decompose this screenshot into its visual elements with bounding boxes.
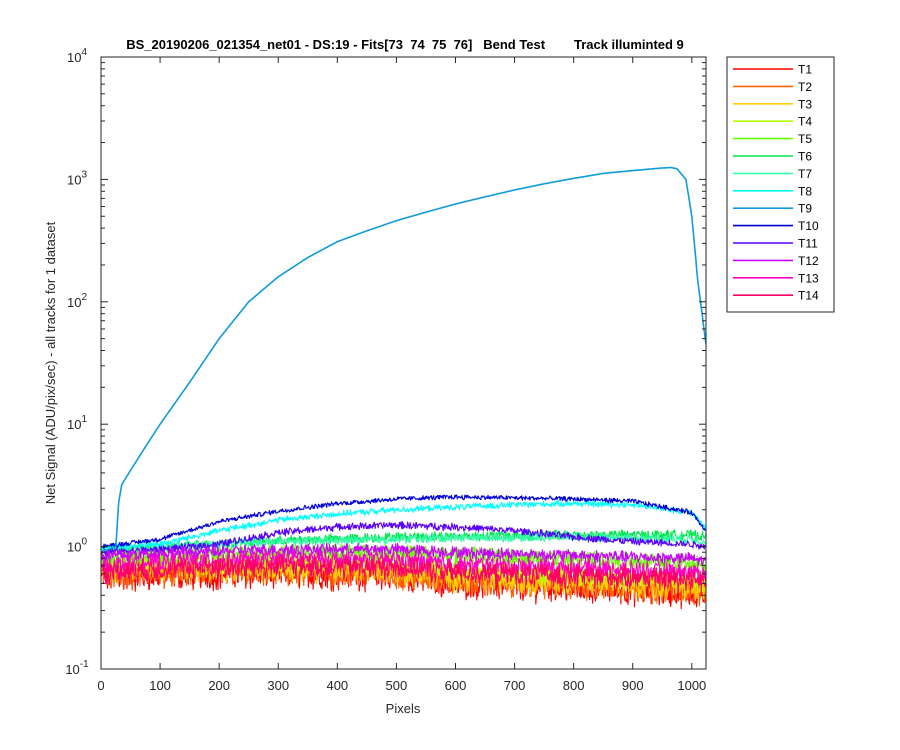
y-tick-label: 10-1 <box>65 659 89 677</box>
legend-label-t3: T3 <box>798 97 812 111</box>
series-line-t12 <box>101 542 706 567</box>
plot-frame <box>100 56 707 670</box>
legend-label-t7: T7 <box>798 167 812 181</box>
y-tick-label: 103 <box>67 169 87 187</box>
legend-box <box>726 56 835 313</box>
legend-label-t13: T13 <box>798 271 819 285</box>
y-tick-label: 102 <box>67 292 87 310</box>
y-tick-label-base: 10 <box>67 540 81 555</box>
y-tick-label-exponent: 3 <box>81 169 87 180</box>
legend-label-t2: T2 <box>798 80 812 94</box>
x-tick-label: 700 <box>504 678 526 693</box>
x-tick-label: 1000 <box>677 678 706 693</box>
legend-label-t9: T9 <box>798 202 812 216</box>
series-line-t13 <box>101 549 706 582</box>
legend-label-t4: T4 <box>798 115 812 129</box>
series-line-t8 <box>101 500 706 551</box>
legend-label-t12: T12 <box>798 254 819 268</box>
y-tick-label-exponent: -1 <box>80 659 89 670</box>
legend-label-t6: T6 <box>798 150 812 164</box>
legend: T1 T2 T3 T4 T5 T6 T7 T8 T9 T10 T11 T12 T13 T14 <box>726 56 835 313</box>
y-tick-label-base: 10 <box>67 295 81 310</box>
y-tick-label-base: 10 <box>65 662 79 677</box>
series-line-t10 <box>101 494 706 549</box>
x-tick-label: 400 <box>326 678 348 693</box>
y-tick-label-exponent: 1 <box>81 414 87 425</box>
x-tick-label: 800 <box>563 678 585 693</box>
x-axis: 0 100 200 300 400 500 600 700 800 900 1000 <box>97 57 706 693</box>
y-tick-label-exponent: 2 <box>81 292 87 303</box>
x-tick-label: 100 <box>149 678 171 693</box>
y-tick-label: 101 <box>67 414 87 432</box>
legend-label-t11: T11 <box>798 237 818 251</box>
legend-items: T1 T2 T3 T4 T5 T6 T7 T8 T9 T10 T11 T12 T13 T14 <box>733 63 819 303</box>
legend-label-t8: T8 <box>798 184 812 198</box>
series-layer <box>101 166 706 610</box>
legend-label-t5: T5 <box>798 132 812 146</box>
x-tick-label: 500 <box>386 678 408 693</box>
legend-label-t14: T14 <box>798 289 819 303</box>
y-tick-label-exponent: 4 <box>81 47 87 58</box>
series-line-t11 <box>101 521 706 556</box>
x-tick-label: 0 <box>97 678 104 693</box>
y-tick-label-base: 10 <box>67 172 81 187</box>
y-tick-label-base: 10 <box>67 417 81 432</box>
legend-label-t1: T1 <box>798 63 812 77</box>
x-axis-label: Pixels <box>386 701 421 716</box>
chart-title: BS_20190206_021354_net01 - DS:19 - Fits[… <box>126 37 684 52</box>
x-tick-label: 900 <box>622 678 644 693</box>
y-tick-label: 100 <box>67 537 87 555</box>
x-tick-label: 200 <box>208 678 230 693</box>
y-tick-label: 104 <box>67 47 87 65</box>
y-tick-label-exponent: 0 <box>81 537 87 548</box>
legend-label-t10: T10 <box>798 219 819 233</box>
x-tick-label: 300 <box>267 678 289 693</box>
x-tick-label: 600 <box>445 678 467 693</box>
y-tick-label-base: 10 <box>67 50 81 65</box>
series-line-t9 <box>101 166 706 553</box>
y-axis-label: Net Signal (ADU/pix/sec) - all tracks fo… <box>43 221 58 504</box>
series-line-t14 <box>101 554 706 593</box>
